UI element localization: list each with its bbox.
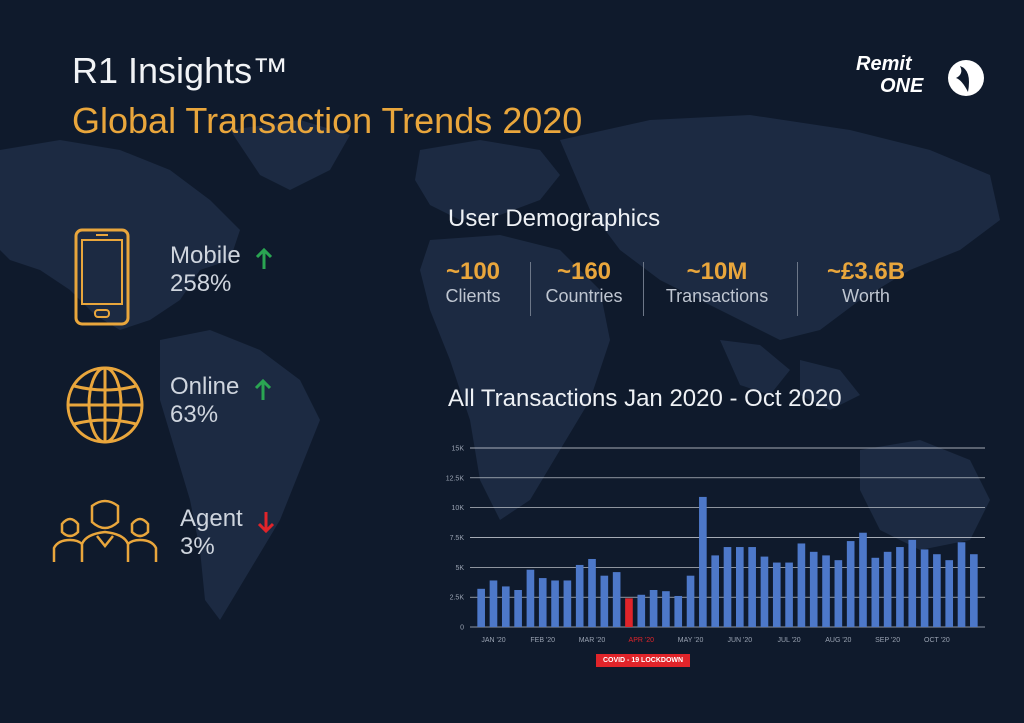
- bar: [649, 590, 658, 627]
- bar: [501, 586, 510, 627]
- bar: [772, 562, 781, 627]
- demographic-label: Countries: [545, 286, 623, 306]
- bar: [822, 555, 830, 627]
- divider: [797, 262, 798, 316]
- bar: [514, 590, 522, 627]
- bar: [551, 580, 559, 627]
- x-tick-label: JUN '20: [727, 637, 752, 644]
- transactions-bar-chart: 0 2.5K 5K 7.5K 10K 12.5K 15K JAN '20 FEB '20 MAR …: [446, 446, 985, 644]
- agent-label: Agent: [180, 505, 243, 532]
- globe-icon: [66, 366, 144, 444]
- bar: [896, 547, 904, 627]
- demographic-label: Clients: [445, 286, 501, 306]
- page-subtitle: Global Transaction Trends 2020: [72, 100, 583, 141]
- covid-lockdown-badge: COVID - 19 LOCKDOWN: [596, 654, 690, 667]
- bar: [797, 543, 806, 627]
- bar: [920, 549, 929, 627]
- demographic-value: ~160: [556, 258, 612, 285]
- bar: [662, 591, 670, 627]
- arrow-up-icon: [256, 247, 273, 269]
- bar: [563, 580, 572, 627]
- bar: [933, 554, 941, 627]
- x-tick-label: OCT '20: [924, 637, 950, 644]
- bar: [957, 542, 966, 627]
- bar: [686, 575, 695, 627]
- demographic-value: ~100: [445, 258, 501, 285]
- bar: [871, 557, 880, 627]
- arrow-down-icon: [258, 511, 275, 533]
- demographic-value: ~£3.6B: [826, 258, 906, 285]
- demographic-clients: ~100 Clients: [432, 258, 514, 307]
- online-value: 63%: [170, 401, 219, 428]
- x-tick-label: JUL '20: [777, 637, 800, 644]
- bar: [600, 575, 609, 627]
- x-tick-label: JAN '20: [481, 637, 505, 644]
- x-tick-label: APR '20: [629, 637, 655, 644]
- bar: [785, 562, 793, 627]
- x-tick-label: AUG '20: [825, 637, 851, 644]
- bar: [970, 554, 978, 627]
- bar: [834, 560, 843, 627]
- bar: [883, 551, 892, 627]
- x-tick-label: SEP '20: [875, 637, 900, 644]
- bar: [723, 547, 732, 627]
- bar: [575, 564, 584, 627]
- bar: [748, 547, 756, 627]
- y-tick-label: 5K: [455, 565, 464, 572]
- mobile-label: Mobile: [170, 242, 241, 269]
- page-title: R1 Insights™: [72, 50, 289, 91]
- online-stat: Online: [170, 373, 272, 401]
- bar: [489, 580, 498, 627]
- y-tick-label: 15K: [452, 446, 465, 453]
- divider: [643, 262, 644, 316]
- demographic-worth: ~£3.6B Worth: [806, 258, 926, 307]
- logo-text-line1: Remit: [856, 53, 912, 75]
- logo-text-line2: ONE: [880, 75, 924, 97]
- bar: [711, 555, 720, 627]
- demographic-label: Transactions: [665, 286, 769, 306]
- arrow-up-icon: [254, 378, 271, 400]
- bar: [477, 588, 485, 627]
- bar: [637, 594, 646, 627]
- x-tick-label: MAR '20: [579, 637, 606, 644]
- bar: [538, 578, 547, 627]
- demographic-label: Worth: [842, 286, 890, 306]
- agent-stat: Agent: [180, 505, 275, 533]
- bar: [809, 551, 818, 627]
- chart-title: All Transactions Jan 2020 - Oct 2020: [448, 385, 842, 412]
- online-label: Online: [170, 373, 240, 400]
- bar: [945, 560, 954, 627]
- y-tick-label: 0: [460, 625, 464, 632]
- bar: [760, 556, 769, 627]
- bar: [846, 541, 855, 627]
- bar: [625, 598, 633, 627]
- remitone-logo: Remit ONE: [850, 52, 990, 104]
- demographics-title: User Demographics: [448, 205, 661, 232]
- bar: [859, 532, 867, 627]
- y-tick-label: 12.5K: [446, 475, 465, 482]
- demographic-countries: ~160 Countries: [537, 258, 631, 307]
- y-tick-label: 10K: [452, 505, 465, 512]
- bar: [526, 569, 535, 627]
- y-tick-label: 7.5K: [450, 535, 465, 542]
- agents-group-icon: [52, 499, 158, 562]
- remitone-swoosh-icon: [948, 60, 984, 96]
- mobile-value: 258%: [170, 270, 232, 297]
- bar: [735, 547, 744, 627]
- y-tick-label: 2.5K: [450, 595, 465, 602]
- bar: [588, 558, 596, 627]
- x-tick-label: MAY '20: [678, 637, 704, 644]
- mobile-stat: Mobile: [170, 242, 273, 270]
- bar: [699, 496, 707, 627]
- bar: [908, 539, 917, 627]
- demographic-transactions: ~10M Transactions: [654, 258, 780, 307]
- agent-value: 3%: [180, 533, 215, 560]
- bar: [612, 572, 621, 627]
- divider: [530, 262, 531, 316]
- x-tick-label: FEB '20: [530, 637, 555, 644]
- demographic-value: ~10M: [686, 258, 748, 285]
- bar: [674, 595, 683, 627]
- smartphone-icon: [74, 228, 130, 326]
